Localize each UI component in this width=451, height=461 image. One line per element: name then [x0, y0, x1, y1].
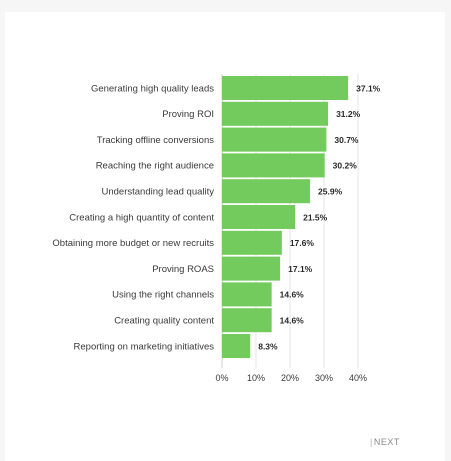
bar-chart: Generating high quality leads Proving ROI…	[52, 74, 381, 383]
next-button[interactable]: |NEXT	[370, 437, 400, 447]
category-label-8: Proving ROAS	[152, 264, 214, 275]
bar-11	[222, 334, 251, 358]
value-label-7: 17.6%	[290, 238, 315, 248]
chart-card: Generating high quality leads Proving ROI…	[5, 12, 445, 461]
value-label-5: 25.9%	[318, 187, 343, 197]
bars	[222, 76, 349, 358]
bar-7	[222, 230, 282, 255]
next-label: NEXT	[373, 437, 400, 447]
value-label-9: 14.6%	[280, 290, 305, 300]
bar-8	[222, 256, 281, 281]
category-labels: Generating high quality leads Proving ROI…	[52, 83, 214, 352]
bar-9	[222, 282, 272, 307]
value-label-8: 17.1%	[288, 264, 313, 274]
category-label-11: Reporting on marketing initiatives	[74, 341, 215, 352]
category-label-5: Understanding lead quality	[102, 187, 215, 198]
value-label-2: 31.2%	[336, 109, 361, 119]
x-axis-ticks: 0% 10% 20% 30% 40%	[215, 373, 367, 383]
category-label-9: Using the right channels	[112, 290, 214, 301]
category-label-4: Reaching the right audience	[96, 161, 214, 172]
bar-5	[222, 179, 311, 204]
category-label-7: Obtaining more budget or new recruits	[52, 238, 214, 249]
value-label-10: 14.6%	[280, 316, 305, 326]
category-label-10: Creating quality content	[114, 316, 214, 327]
x-tick-label-0: 0%	[215, 373, 228, 383]
category-label-1: Generating high quality leads	[91, 83, 214, 94]
x-tick-label-30: 30%	[315, 373, 333, 383]
value-label-11: 8.3%	[258, 341, 278, 351]
bar-4	[222, 153, 325, 178]
value-labels: 37.1% 31.2% 30.7% 30.2% 25.9% 21.5% 17.6% 17.1%…	[258, 83, 380, 351]
category-label-3: Tracking offline conversions	[97, 135, 214, 146]
bar-2	[222, 101, 329, 126]
bar-3	[222, 127, 327, 152]
bar-6	[222, 205, 296, 229]
x-tick-label-10: 10%	[247, 373, 265, 383]
value-label-6: 21.5%	[303, 212, 328, 222]
category-label-2: Proving ROI	[162, 109, 214, 120]
x-tick-label-40: 40%	[349, 373, 367, 383]
value-label-3: 30.7%	[334, 135, 359, 145]
category-label-6: Creating a high quantity of content	[69, 212, 214, 223]
next-separator: |	[370, 437, 373, 447]
x-tick-label-20: 20%	[281, 373, 299, 383]
value-label-1: 37.1%	[356, 83, 381, 93]
bar-1	[222, 76, 349, 100]
value-label-4: 30.2%	[333, 161, 358, 171]
bar-10	[222, 308, 272, 333]
